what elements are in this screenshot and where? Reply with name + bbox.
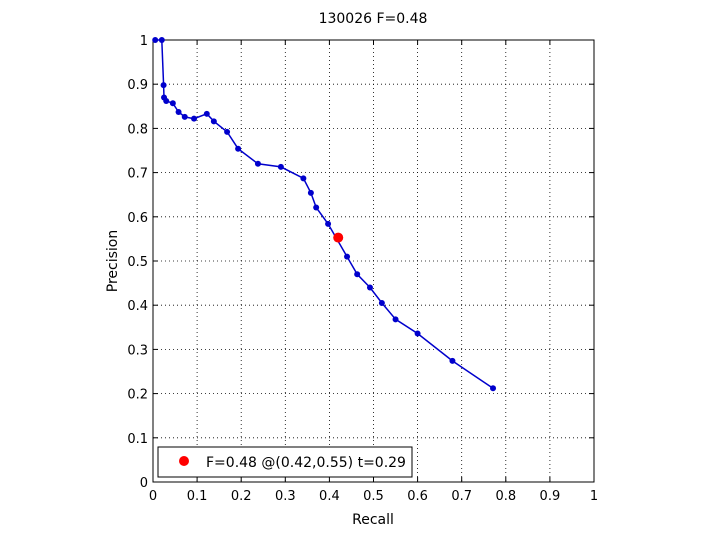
data-point [160,82,167,89]
data-point [210,118,217,125]
x-tick-label: 0.9 [540,489,561,504]
grid [153,40,594,482]
y-tick-label: 0.2 [127,388,148,403]
data-point [366,284,373,291]
x-tick-label: 0.4 [319,489,340,504]
x-tick-label: 0.2 [231,489,252,504]
legend: F=0.48 @(0.42,0.55) t=0.29 [157,446,413,478]
y-tick-label: 1 [140,34,148,49]
data-point [277,163,284,170]
legend-label: F=0.48 @(0.42,0.55) t=0.29 [206,455,406,471]
data-point [163,97,170,104]
data-point [490,385,497,392]
data-point [325,220,332,227]
y-tick-label: 0.6 [127,211,148,226]
data-point [235,145,242,152]
data-point [354,271,361,278]
best-f-point [333,232,344,243]
y-tick-label: 0.9 [127,78,148,93]
data-point [414,330,421,337]
data-point [158,37,165,43]
x-tick-label: 0.8 [495,489,516,504]
y-tick-label: 0 [140,476,148,491]
x-axis: 0 0.1 0.2 0.3 0.4 0.5 0.6 0.7 0.8 0.9 1 [149,40,598,504]
data-point [313,204,320,211]
y-tick-label: 0.4 [127,299,148,314]
y-tick-label: 0.8 [127,122,148,137]
y-axis-title: Precision [105,230,121,292]
data-point [169,100,176,107]
data-point [378,299,385,306]
data-point [203,110,210,117]
legend-marker [179,456,189,466]
data-point [191,115,198,122]
data-point [307,189,314,196]
y-tick-label: 0.7 [127,167,148,182]
x-tick-label: 0 [149,489,157,504]
data-point [175,109,182,116]
data-point [344,253,351,260]
series-line [155,39,494,389]
x-tick-label: 0.6 [407,489,428,504]
x-tick-label: 0.3 [275,489,296,504]
data-point [152,37,159,43]
y-tick-label: 0.3 [127,343,148,358]
data-point [392,316,399,323]
data-point [181,113,188,120]
y-tick-label: 0.1 [127,432,148,447]
data-point [300,175,307,182]
chart-title: 130026 F=0.48 [319,11,428,27]
y-tick-label: 0.5 [127,255,148,270]
x-tick-label: 1 [590,489,598,504]
series-layer [152,37,497,392]
data-point [254,160,261,167]
y-axis: 0 0.1 0.2 0.3 0.4 0.5 0.6 0.7 0.8 0.9 1 [127,34,594,491]
x-tick-label: 0.1 [187,489,208,504]
legend-box [157,446,413,478]
data-point [449,357,456,364]
x-axis-title: Recall [352,512,394,528]
x-tick-label: 0.5 [363,489,384,504]
x-tick-label: 0.7 [451,489,472,504]
data-point [224,128,231,135]
